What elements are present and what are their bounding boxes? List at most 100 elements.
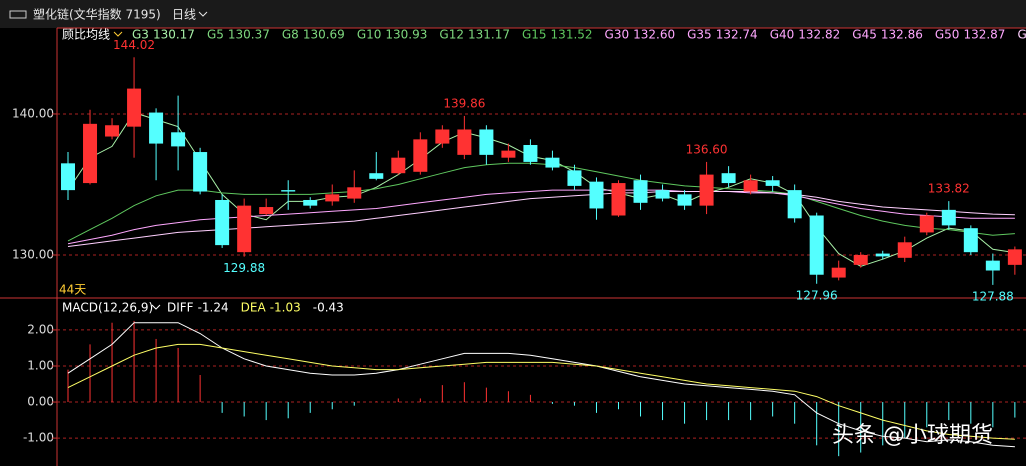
candle-body (853, 254, 868, 265)
legend-value: -1.03 (270, 301, 301, 315)
y-tick-label: 0.00 (27, 395, 54, 409)
legend-value: 130.93 (385, 28, 427, 42)
legend-value: 131.52 (551, 28, 593, 42)
legend-value: 132.87 (963, 28, 1005, 42)
extreme-label: 127.96 (796, 288, 838, 302)
macd-line (67, 322, 1015, 448)
candle-body (875, 253, 890, 257)
legend-name: G10 (357, 28, 382, 42)
legend-name: G12 (439, 28, 464, 42)
extreme-label: 127.88 (972, 289, 1014, 303)
candle-body (765, 180, 780, 186)
candle-body (523, 144, 538, 162)
candle-body (699, 174, 714, 206)
macd-line (67, 343, 1015, 440)
candle-body (831, 267, 846, 278)
candle-body (215, 199, 230, 246)
candle-body (457, 129, 472, 155)
legend-value: 131.17 (468, 28, 510, 42)
legend-name: G45 (852, 28, 877, 42)
candle-body (1007, 249, 1022, 265)
chart-title: MACD(12,26,9) (62, 301, 153, 315)
candle-body (897, 242, 912, 258)
legend-name: G8 (282, 28, 299, 42)
legend-value: -1.24 (198, 301, 229, 315)
candle-body (325, 194, 340, 202)
y-tick-label: 140.00 (12, 106, 54, 120)
legend-name: G35 (687, 28, 712, 42)
candle-body (567, 170, 582, 186)
candle-body (545, 157, 560, 168)
extreme-label: 139.86 (443, 96, 485, 110)
candle-body (149, 112, 164, 144)
legend-name: G50 (935, 28, 960, 42)
moving-average (67, 162, 1015, 242)
legend-name: G5 (207, 28, 224, 42)
toolbar-icon (9, 10, 27, 19)
extreme-label: 144.02 (113, 38, 155, 52)
dropdown-icon (198, 11, 208, 17)
dropdown-icon (113, 31, 123, 37)
candle-body (985, 260, 1000, 271)
candle-body (809, 215, 824, 275)
candle-body (171, 132, 186, 147)
candle-body (303, 199, 318, 206)
candle-body (501, 150, 516, 158)
legend-value: 130.37 (228, 28, 270, 42)
macd-value: -0.43 (313, 301, 344, 315)
y-tick-label: 130.00 (12, 247, 54, 261)
y-tick-label: 1.00 (27, 358, 54, 372)
y-tick-label: 2.00 (27, 322, 54, 336)
candle-body (281, 190, 296, 192)
legend-value: 132.74 (716, 28, 758, 42)
candle-body (259, 207, 274, 215)
toolbar (0, 0, 1026, 28)
candle-body (919, 215, 934, 233)
candle-body (105, 125, 120, 137)
chart-title: 顾比均线 (62, 28, 110, 42)
extreme-label: 133.82 (928, 182, 970, 196)
candle-body (963, 228, 978, 253)
candle-body (787, 190, 802, 219)
candle-body (479, 129, 494, 155)
period[interactable]: 日线 (172, 8, 196, 22)
candle-body (633, 180, 648, 203)
candle-body (721, 173, 736, 184)
extreme-label: 136.60 (686, 142, 728, 156)
candle-body (941, 209, 956, 226)
candle-body (193, 152, 208, 192)
candle-body (127, 88, 142, 127)
legend-name: DEA (241, 301, 267, 315)
candle-body (435, 129, 450, 144)
dropdown-icon (151, 304, 161, 310)
legend-name: G3 (132, 28, 149, 42)
candle-body (413, 139, 428, 172)
candle-body (61, 163, 75, 191)
extreme-label: 129.88 (223, 261, 265, 275)
candle-body (237, 205, 252, 253)
candle-body (83, 123, 98, 184)
candle-body (611, 183, 626, 216)
legend-name: G15 (522, 28, 547, 42)
legend-value: 130.69 (303, 28, 345, 42)
candle-body (677, 194, 692, 206)
candle-body (391, 157, 406, 174)
candle-body (655, 190, 670, 199)
legend-name: G40 (770, 28, 795, 42)
watermark: 头条 @小球期货 (832, 423, 993, 448)
y-tick-label: -1.00 (23, 431, 54, 445)
legend-name: G60 (1017, 28, 1026, 42)
legend-value: 132.86 (881, 28, 923, 42)
candle-body (743, 180, 758, 192)
symbol[interactable]: 塑化链(文华指数 7195) (33, 7, 161, 22)
candle-body (589, 181, 604, 209)
legend-value: 132.60 (633, 28, 675, 42)
candle-body (347, 187, 362, 199)
legend-name: G30 (605, 28, 630, 42)
candle-body (369, 173, 384, 179)
days-label: 44天 (59, 283, 86, 297)
legend-name: DIFF (167, 301, 194, 315)
